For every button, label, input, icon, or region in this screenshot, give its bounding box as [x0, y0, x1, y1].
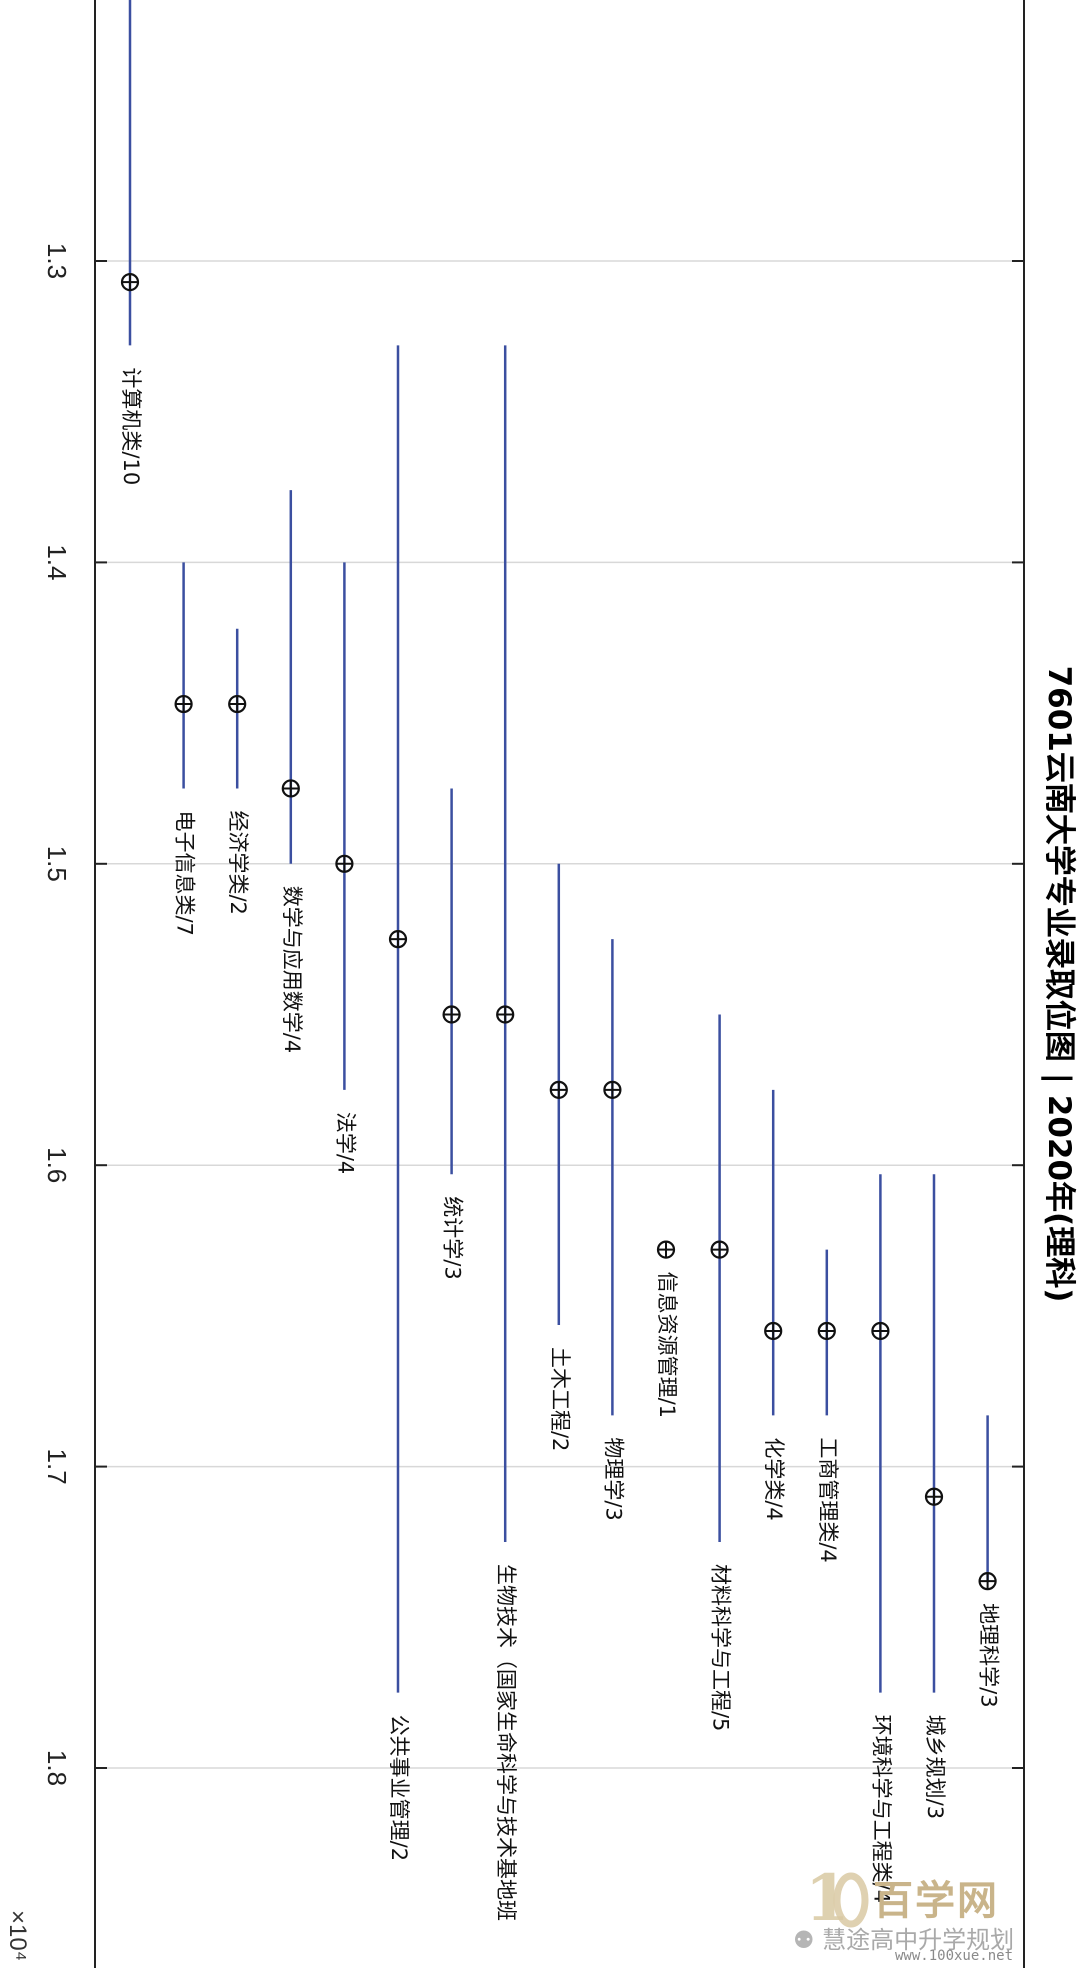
range-lines [128, 0, 989, 1693]
category-label: 化学类/4 [762, 1437, 786, 1520]
marker [174, 694, 193, 714]
wechat-icon: ⚉ [793, 1926, 815, 1954]
tick-labels: 1.3 1.4 1.5 1.6 1.7 1.8 [42, 243, 1024, 1786]
axis-multiplier: ×10⁴ [4, 1910, 31, 1961]
category-label: 生物技术（国家生命科学与技术基地班 [494, 1564, 518, 1921]
watermark: 1 百学网 ⚉ 慧途高中升学规划 www.100xue.net [775, 1860, 1075, 1965]
marker [549, 1080, 568, 1099]
category-label: 工商管理类/4 [816, 1437, 840, 1562]
marker [764, 1321, 783, 1341]
category-label: 经济学类/2 [226, 810, 250, 914]
category-labels: 计算机类/10 电子信息类/7 经济学类/2 数学与应用数学/4 法学/4 公共事业管理/… [119, 367, 1001, 1921]
watermark-sub-text: 慧途高中升学规划 [822, 1926, 1015, 1954]
marker [442, 1005, 461, 1024]
marker [656, 1240, 676, 1259]
category-label: 材料科学与工程/5 [709, 1564, 733, 1731]
category-label: 计算机类/10 [119, 367, 143, 485]
axes [94, 0, 1025, 1968]
watermark-brand: 百学网 [873, 1877, 999, 1924]
marker [120, 272, 140, 292]
marker [496, 1005, 515, 1024]
marker [388, 930, 408, 949]
category-label: 法学/4 [333, 1112, 357, 1174]
marker [228, 694, 247, 714]
marker [281, 779, 300, 798]
category-label: 地理科学/3 [977, 1603, 1001, 1707]
category-label: 统计学/3 [441, 1196, 465, 1279]
tick-label: 1.6 [42, 1147, 72, 1183]
tick-label: 1.5 [42, 846, 72, 882]
marker [335, 854, 354, 873]
tick-label: 1.3 [42, 243, 72, 279]
marker [978, 1572, 997, 1591]
category-label: 数学与应用数学/4 [280, 886, 304, 1053]
chart-title: 7601云南大学专业录取位图 | 2020年(理科) [1041, 666, 1077, 1303]
marker [871, 1321, 890, 1341]
tick-label: 1.7 [42, 1449, 72, 1485]
category-label: 电子信息类/7 [173, 810, 197, 935]
category-label: 环境科学与工程类/4 [869, 1715, 893, 1903]
marker [817, 1321, 836, 1341]
markers [120, 272, 997, 1591]
marker [924, 1487, 944, 1506]
marker [603, 1080, 622, 1099]
category-label: 物理学/3 [601, 1437, 625, 1520]
tick-label: 1.8 [42, 1750, 72, 1786]
category-label: 公共事业管理/2 [387, 1715, 411, 1861]
watermark-subtitle: ⚉ 慧途高中升学规划 [793, 1920, 1014, 1955]
watermark-url: www.100xue.net [895, 1948, 1014, 1964]
category-label: 信息资源管理/1 [655, 1272, 679, 1418]
tick-label: 1.4 [42, 544, 72, 580]
watermark-logo-icon: 1 [805, 1861, 869, 1930]
marker [710, 1240, 729, 1259]
category-label: 土木工程/2 [548, 1347, 572, 1451]
category-label: 城乡规划/3 [923, 1715, 947, 1819]
